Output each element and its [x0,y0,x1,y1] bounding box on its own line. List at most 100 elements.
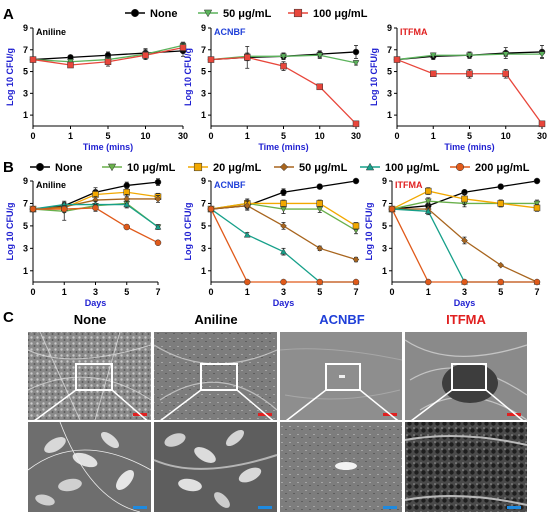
legend-marker [203,9,213,18]
data-point [533,278,541,286]
chart-title: Aniline [36,180,66,190]
series-line [391,208,537,283]
x-tick-label: 1 [68,131,73,141]
legend-label-50-ug-ml: 50 μg/mL [223,8,272,20]
data-point [280,278,287,286]
y-tick-label: 1 [387,110,392,120]
data-point [538,51,546,58]
data-point [533,200,541,207]
sem-label-aniline: Aniline [194,312,237,327]
y-tick-label: 5 [387,67,392,77]
legend-label-10-ug-ml: 10 μg/mL [127,162,176,174]
sem-label-acnbf: ACNBF [319,312,365,327]
y-axis-label: Log 10 CFU/g [5,203,15,261]
data-point [123,223,130,231]
y-axis-label: Log 10 CFU/g [369,48,379,106]
x-tick-label: 0 [394,131,399,141]
data-point [154,239,162,246]
y-tick-label: 3 [201,243,206,253]
x-tick-label: 0 [30,287,35,297]
series-50-ug-ml [388,205,541,286]
chart-title: ITFMA [400,27,428,37]
legend-label-none: None [55,162,83,174]
series-50-ug-ml [393,50,546,64]
data-point [280,53,287,60]
data-point [425,278,432,286]
series-line [392,208,538,283]
x-axis-label: Days [273,298,295,308]
data-point [461,278,468,286]
y-tick-label: 7 [387,45,392,55]
x-tick-label: 1 [426,287,431,297]
y-tick-label: 5 [382,221,387,231]
y-tick-label: 9 [201,23,206,33]
data-point [29,56,37,63]
series-200-ug-ml [29,204,162,246]
data-point [154,195,162,203]
scale-bar-blue [383,506,397,509]
sem-image-none-overview [27,331,152,421]
data-point [430,70,437,77]
legend-label-100-ug-ml: 100 μg/mL [313,8,368,20]
x-tick-label: 0 [208,287,213,297]
data-point [352,48,360,56]
x-tick-label: 5 [105,131,110,141]
legend-panel-b: None 10 μg/mL 20 μg/mL 50 μg/mL 100 μg/mL 200… [30,162,530,174]
sem-image-acnbf-zoom [280,422,402,512]
x-tick-label: 10 [315,131,325,141]
x-axis-label: Time (mins) [258,142,308,152]
legend-marker [293,8,303,18]
y-tick-label: 1 [201,110,206,120]
y-tick-label: 5 [23,67,28,77]
y-tick-label: 5 [23,221,28,231]
x-tick-label: 10 [140,131,150,141]
chart-title: ITFMA [395,180,423,190]
data-point [533,204,541,212]
data-point [244,278,251,286]
x-tick-label: 0 [30,131,35,141]
x-tick-label: 5 [317,287,322,297]
y-tick-label: 1 [23,266,28,276]
series-100-ug-ml [393,56,546,128]
y-axis-label: Log 10 CFU/g [364,203,374,261]
series-200-ug-ml [388,205,541,286]
y-tick-label: 7 [201,45,206,55]
data-point [466,70,473,77]
data-point [497,261,505,269]
data-point [243,231,251,238]
series-line [391,208,537,283]
y-tick-label: 3 [382,243,387,253]
data-point [424,198,432,205]
legend-label-20-ug-ml: 20 μg/mL [213,162,262,174]
y-tick-label: 1 [382,266,387,276]
x-tick-label: 1 [245,131,250,141]
sem-label-none: None [74,312,107,327]
x-tick-label: 1 [245,287,250,297]
y-tick-label: 5 [201,221,206,231]
y-tick-label: 7 [201,198,206,208]
data-point [316,52,324,59]
x-tick-label: 30 [351,131,361,141]
y-tick-label: 9 [201,176,206,186]
chart-a-aniline: 1 3 5 7 9 0 1 5 10 30 Time (mins) Log 10 CFU/g Anili… [5,23,188,152]
legend-marker [455,162,465,172]
y-tick-label: 1 [201,266,206,276]
x-axis-label: Time (mins) [444,142,494,152]
data-point [316,200,323,207]
x-tick-label: 7 [534,287,539,297]
data-point [280,188,287,196]
chart-title: ACNBF [214,27,246,37]
scale-bar-blue [133,506,147,509]
x-axis-label: Days [85,298,107,308]
x-tick-label: 0 [208,131,213,141]
x-tick-label: 10 [501,131,511,141]
data-point [207,205,215,213]
data-point [92,204,99,212]
y-axis-label: Log 10 CFU/g [183,203,193,261]
data-point [352,177,360,185]
data-point [502,51,510,58]
x-axis-label: Days [454,298,476,308]
data-point [502,70,509,77]
scale-bar-blue [507,506,521,509]
